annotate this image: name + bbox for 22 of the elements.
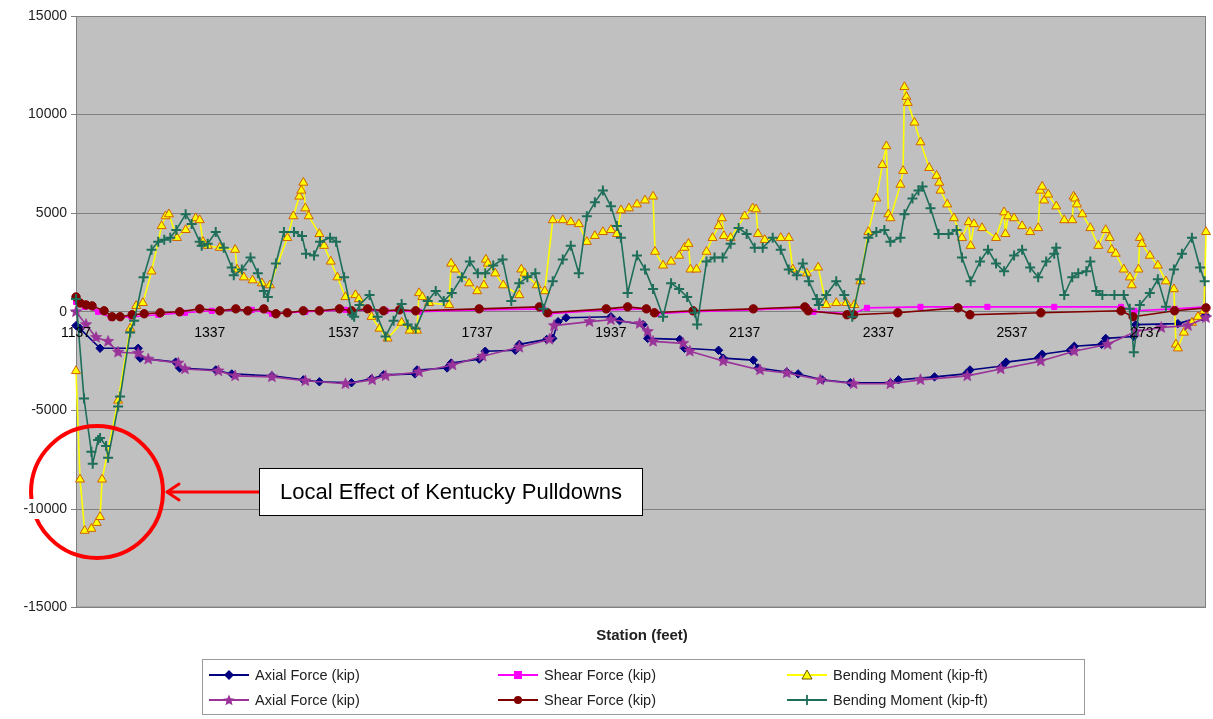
x-tick-label: 1537 xyxy=(327,324,360,341)
x-tick-label: 2137 xyxy=(729,324,761,341)
y-tick-label: 0 xyxy=(59,302,68,319)
x-tick-label: 1937 xyxy=(595,324,627,341)
y-tick-label: 5000 xyxy=(35,204,68,221)
y-tick-label: 10000 xyxy=(28,105,68,122)
x-axis-title: Station (feet) xyxy=(595,625,689,645)
annotation: Local Effect of Kentucky Pulldowns xyxy=(259,468,644,516)
x-tick-label: 1737 xyxy=(461,324,493,341)
y-tick-label: 15000 xyxy=(28,6,68,23)
x-tick-label: 2337 xyxy=(862,324,895,341)
x-tick-label: 1337 xyxy=(194,324,226,341)
legend-label: Shear Force (kip) xyxy=(544,691,657,708)
legend-label: Bending Moment (kip-ft) xyxy=(833,666,988,683)
y-tick-label: -5000 xyxy=(31,401,68,418)
y-tick-label: -10000 xyxy=(23,499,68,516)
legend-label: Bending Moment (kip-ft) xyxy=(833,691,988,708)
y-tick-label: -15000 xyxy=(23,598,68,615)
legend-label: Shear Force (kip) xyxy=(544,666,657,683)
legend-label: Axial Force (kip) xyxy=(255,691,360,708)
x-tick-label: 2537 xyxy=(996,324,1028,341)
legend-label: Axial Force (kip) xyxy=(255,666,360,683)
